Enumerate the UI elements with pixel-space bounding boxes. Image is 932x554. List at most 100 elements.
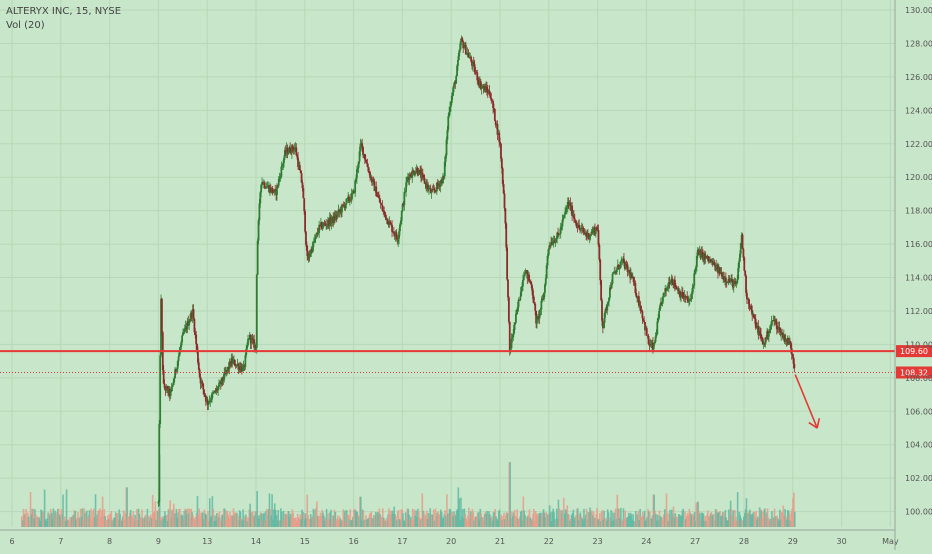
volume-bar — [95, 517, 98, 527]
volume-bar — [488, 511, 490, 527]
candle-body — [198, 369, 201, 378]
candle-body — [679, 291, 682, 298]
volume-bar — [160, 520, 163, 527]
candle-body — [449, 106, 451, 113]
candle-body — [444, 155, 447, 162]
volume-bar — [578, 514, 581, 527]
x-tick-label: 29 — [788, 537, 798, 546]
candle-body — [247, 339, 249, 346]
volume-bar — [605, 520, 608, 527]
volume-bar — [345, 521, 347, 527]
volume-bar — [364, 519, 367, 527]
volume-bar — [45, 521, 48, 527]
candle-body — [645, 328, 648, 336]
volume-bar — [682, 508, 684, 527]
volume-bar — [303, 519, 306, 527]
volume-bar — [647, 509, 649, 527]
candle-body — [232, 360, 234, 364]
volume-bar — [71, 515, 74, 527]
volume-bar — [556, 518, 559, 527]
volume-bar — [319, 512, 322, 527]
volume-bar — [650, 518, 653, 527]
x-tick-label: 8 — [107, 537, 112, 546]
candle-body — [642, 318, 645, 321]
volume-bar — [789, 520, 792, 527]
volume-bar — [297, 517, 300, 527]
volume-bar — [497, 511, 500, 527]
volume-bar — [259, 512, 262, 527]
candle-body — [401, 203, 404, 212]
volume-bar — [251, 511, 254, 527]
volume-bar — [536, 514, 539, 527]
volume-bar — [567, 513, 569, 527]
volume-bar — [255, 510, 258, 527]
volume-bar — [726, 520, 728, 527]
volume-bar — [657, 520, 660, 527]
volume-bar — [612, 512, 614, 527]
volume-bar — [49, 515, 51, 527]
candle-body — [561, 219, 564, 227]
candle-body — [408, 174, 411, 180]
candle-body — [603, 313, 606, 323]
volume-bar — [85, 512, 87, 527]
candle-body — [312, 242, 314, 252]
volume-bar — [69, 516, 71, 527]
candle-body — [737, 268, 740, 280]
volume-bar — [508, 462, 511, 527]
volume-bar — [672, 506, 675, 527]
volume-bar — [462, 518, 465, 527]
volume-bar — [78, 516, 80, 527]
y-tick-label: 112.00 — [905, 307, 932, 316]
candle-body — [608, 297, 610, 302]
volume-bar — [273, 509, 275, 527]
volume-bar — [433, 520, 436, 527]
volume-bar — [748, 510, 750, 527]
volume-bar — [171, 510, 173, 527]
volume-bar — [359, 496, 361, 527]
volume-bar — [238, 510, 241, 527]
candle-body — [771, 320, 774, 322]
candle-body — [522, 276, 525, 280]
volume-bar — [649, 511, 651, 527]
candle-body — [499, 141, 501, 144]
candle-body — [341, 204, 343, 213]
volume-bar — [64, 521, 67, 527]
volume-bar — [511, 511, 513, 527]
volume-bar — [361, 509, 364, 527]
candle-body — [751, 309, 754, 316]
volume-bar — [36, 516, 39, 527]
volume-bar — [475, 516, 477, 527]
volume-bar — [600, 511, 603, 527]
volume-bar — [431, 514, 433, 527]
x-tick-label: 14 — [251, 537, 261, 546]
volume-bar — [27, 512, 29, 527]
volume-bar — [555, 520, 557, 527]
volume-bar — [711, 515, 713, 527]
candle-body — [508, 321, 511, 351]
volume-bar — [464, 514, 467, 527]
candle-body — [260, 184, 263, 193]
volume-bar — [415, 510, 417, 527]
candle-body — [359, 143, 362, 152]
volume-bar — [356, 511, 359, 527]
volume-bar — [721, 515, 723, 527]
volume-bar — [70, 518, 72, 527]
y-tick-label: 126.00 — [905, 73, 932, 82]
volume-bar — [470, 513, 473, 527]
volume-bar — [597, 519, 599, 527]
candle-body — [279, 176, 282, 178]
volume-bar — [560, 513, 562, 527]
candle-body — [206, 399, 209, 405]
volume-bar — [266, 514, 269, 527]
volume-bar — [172, 509, 174, 527]
candle-body — [582, 228, 585, 232]
volume-bar — [296, 513, 299, 527]
volume-bar — [425, 510, 428, 527]
candle-body — [348, 196, 350, 201]
volume-bar — [349, 509, 352, 527]
candle-body — [414, 171, 417, 174]
volume-bar — [574, 517, 576, 527]
candle-body — [439, 182, 442, 187]
volume-bar — [261, 520, 264, 527]
volume-bar — [314, 509, 316, 527]
